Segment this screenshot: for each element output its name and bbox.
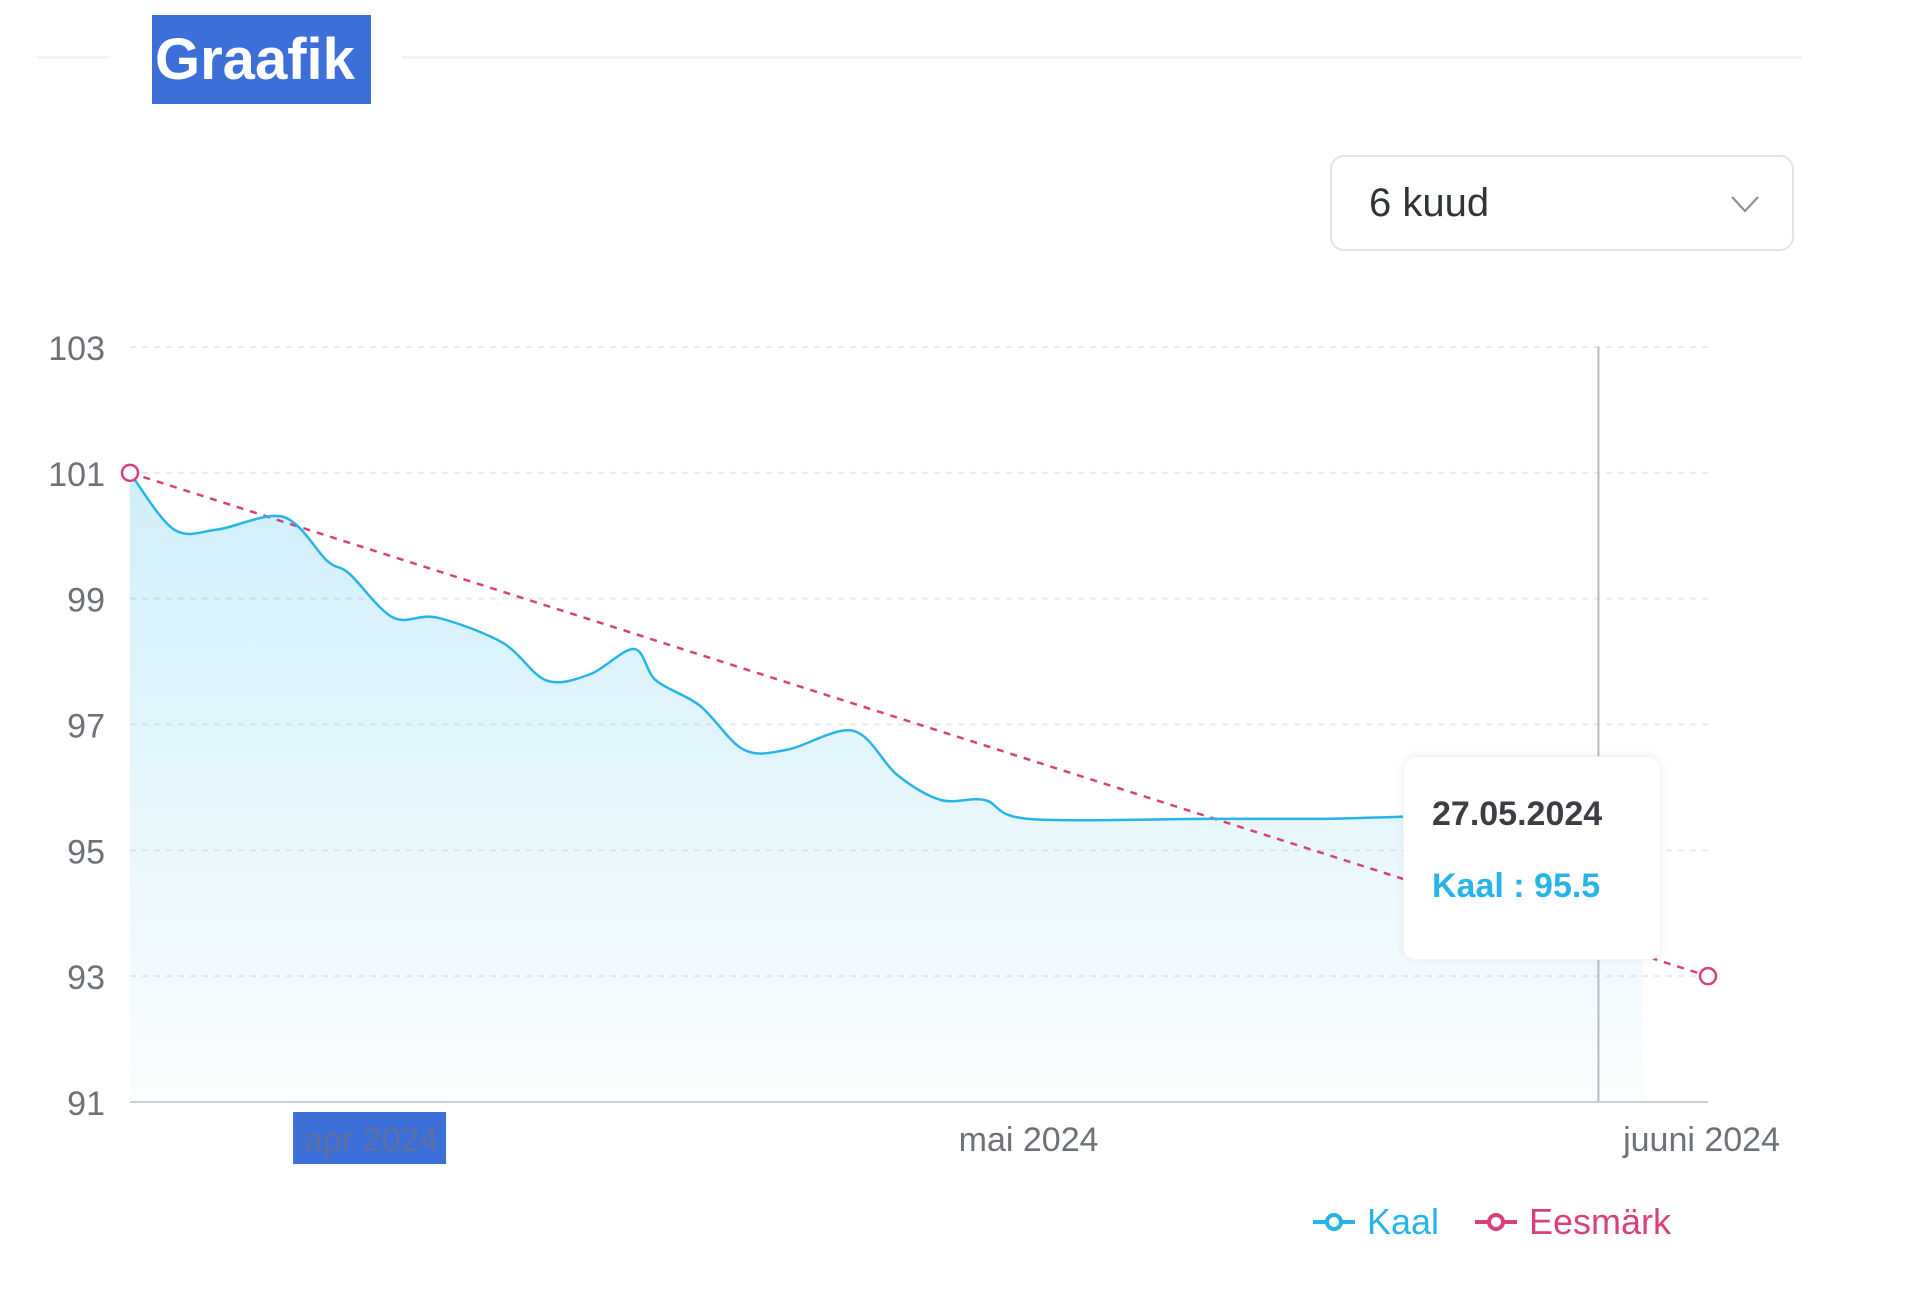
y-tick-label: 93	[67, 959, 105, 997]
y-tick-label: 91	[67, 1085, 105, 1123]
range-select-value: 6 kuud	[1369, 181, 1490, 225]
y-tick-label: 103	[48, 330, 105, 368]
y-tick-label: 95	[67, 833, 105, 871]
chevron-down-icon	[1731, 196, 1759, 213]
tooltip-date: 27.05.2024	[1432, 795, 1603, 833]
goal-point-marker	[120, 463, 140, 483]
weight-line	[129, 472, 1644, 883]
y-tick-label: 101	[48, 456, 105, 494]
header-divider-left	[37, 56, 109, 59]
weight-area	[130, 472, 1643, 1102]
chart-tooltip: 27.05.2024 Kaal : 95.5	[1403, 756, 1661, 960]
x-tick-label: mai 2024	[959, 1121, 1099, 1159]
page-title: Graafik	[152, 15, 371, 104]
x-tick-label: apr 2024	[304, 1121, 438, 1159]
header-divider-right	[402, 56, 1802, 59]
goal-line	[129, 471, 1709, 978]
legend-kaal-icon	[1313, 1213, 1355, 1231]
x-tick-highlight	[293, 1112, 447, 1164]
legend-kaal-label: Kaal	[1367, 1201, 1440, 1242]
range-select[interactable]: 6 kuud	[1330, 155, 1794, 251]
tooltip-value: Kaal : 95.5	[1432, 867, 1601, 905]
legend-eesmark-label: Eesmärk	[1529, 1201, 1672, 1242]
x-axis-ticks: apr 2024 mai 2024 juuni 2024	[293, 1112, 1780, 1164]
legend-eesmark-icon	[1475, 1213, 1517, 1231]
y-axis-ticks: 91 93 95 97 99 101 103	[48, 330, 105, 1123]
y-tick-label: 99	[67, 582, 105, 620]
goal-point-marker	[1698, 966, 1718, 986]
x-tick-label: juuni 2024	[1622, 1121, 1780, 1159]
y-tick-label: 97	[67, 708, 105, 746]
